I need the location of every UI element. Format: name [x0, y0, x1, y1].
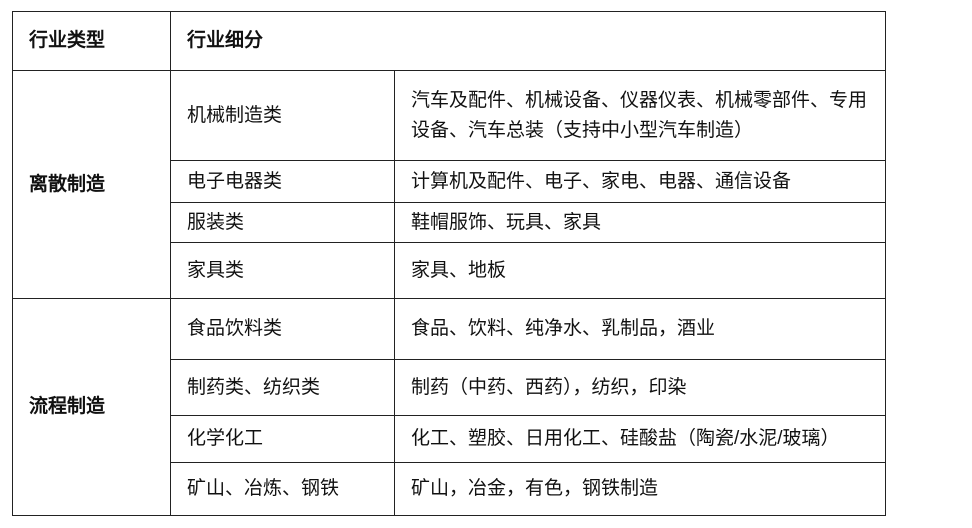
header-industry-type: 行业类型	[12, 11, 171, 71]
detail-cell: 矿山，冶金，有色，钢铁制造	[394, 462, 886, 516]
table-row: 矿山、冶炼、钢铁 矿山，冶金，有色，钢铁制造	[13, 462, 886, 516]
detail-cell: 汽车及配件、机械设备、仪器仪表、机械零部件、专用设备、汽车总装（支持中小型汽车制…	[394, 70, 886, 161]
table-row: 家具类 家具、地板	[13, 242, 886, 299]
detail-cell: 食品、饮料、纯净水、乳制品，酒业	[394, 298, 886, 360]
category-cell: 化学化工	[170, 415, 395, 463]
category-cell: 服装类	[170, 202, 395, 243]
table-row: 化学化工 化工、塑胶、日用化工、硅酸盐（陶瓷/水泥/玻璃）	[13, 415, 886, 463]
detail-cell: 鞋帽服饰、玩具、家具	[394, 202, 886, 243]
industry-table: 行业类型 行业细分 离散制造 机械制造类 汽车及配件、机械设备、仪器仪表、机械零…	[12, 11, 886, 516]
category-cell: 机械制造类	[170, 70, 395, 161]
category-cell: 家具类	[170, 242, 395, 299]
detail-cell: 化工、塑胶、日用化工、硅酸盐（陶瓷/水泥/玻璃）	[394, 415, 886, 463]
industry-type-cell: 流程制造	[12, 298, 171, 516]
table-row: 制药类、纺织类 制药（中药、西药），纺织，印染	[13, 359, 886, 416]
table-row: 电子电器类 计算机及配件、电子、家电、电器、通信设备	[13, 160, 886, 203]
detail-cell: 家具、地板	[394, 242, 886, 299]
category-cell: 矿山、冶炼、钢铁	[170, 462, 395, 516]
header-row: 行业类型 行业细分	[12, 11, 886, 71]
category-cell: 食品饮料类	[170, 298, 395, 360]
detail-cell: 计算机及配件、电子、家电、电器、通信设备	[394, 160, 886, 203]
detail-cell: 制药（中药、西药），纺织，印染	[394, 359, 886, 416]
table-row: 服装类 鞋帽服饰、玩具、家具	[13, 202, 886, 243]
industry-type-cell: 离散制造	[12, 70, 171, 299]
table-row: 流程制造 食品饮料类 食品、饮料、纯净水、乳制品，酒业	[12, 298, 886, 516]
header-industry-subdivision: 行业细分	[170, 11, 886, 71]
category-cell: 电子电器类	[170, 160, 395, 203]
category-cell: 制药类、纺织类	[170, 359, 395, 416]
table-row: 离散制造 机械制造类 汽车及配件、机械设备、仪器仪表、机械零部件、专用设备、汽车…	[12, 70, 886, 299]
